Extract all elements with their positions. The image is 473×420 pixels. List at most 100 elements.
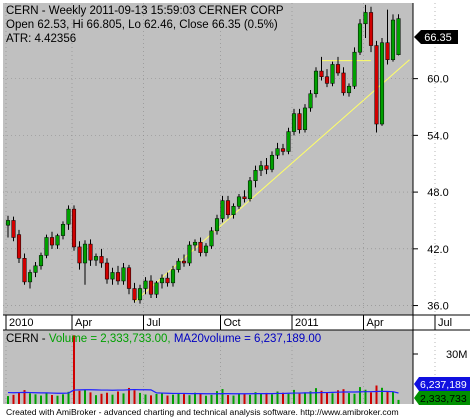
candle-up [269, 154, 275, 170]
volume-bar [370, 392, 372, 404]
candle-up [27, 272, 33, 283]
candle-down [280, 148, 286, 152]
volume-bar [392, 391, 394, 404]
candle-down [242, 196, 247, 199]
candle-down [385, 42, 390, 60]
volume-bar [18, 392, 20, 404]
volume-bar [199, 393, 202, 404]
x-tick-label: Jul [438, 317, 452, 329]
candle-up [209, 230, 214, 247]
volume-grid [5, 330, 436, 404]
volume-bar [150, 395, 152, 404]
candle-up [363, 12, 368, 25]
candle-up [346, 85, 352, 94]
volume-bar [34, 394, 37, 404]
candle-up [357, 23, 363, 53]
footer-credit: Created with AmiBroker - advanced charti… [6, 407, 399, 417]
candle-down [374, 45, 379, 125]
volume-bar [56, 395, 59, 404]
volume-bar [386, 390, 389, 404]
header-line-1: CERN - Weekly 2011-09-13 15:59:03 CERNER… [6, 5, 284, 17]
price-y-tick-label: 60.0 [427, 74, 448, 86]
candle-up [176, 260, 181, 270]
volume-bar [133, 390, 136, 404]
volume-bar [84, 389, 86, 404]
candle-up [390, 19, 396, 60]
volume-bar [29, 393, 31, 404]
volume-bar [89, 392, 92, 404]
volume-bar [183, 394, 185, 404]
volume-bar [397, 399, 400, 404]
ma-value-label: 6,237,189 [420, 379, 467, 391]
volume-bar [282, 392, 284, 404]
volume-bar [331, 393, 334, 404]
candle-up [44, 237, 49, 256]
candle-up [121, 267, 126, 282]
volume-bar [221, 389, 224, 404]
x-tick-label: Apr [75, 317, 92, 329]
candle-up [330, 64, 335, 84]
volume-bar [106, 392, 108, 404]
volume-bar [177, 393, 180, 404]
candle-down [16, 234, 22, 259]
price-y-tick-label: 48.0 [427, 187, 448, 199]
candle-down [88, 243, 93, 261]
volume-bar [342, 389, 345, 404]
x-tick-label: Apr [367, 317, 384, 329]
volume-bar [23, 390, 26, 404]
volume-value-marker: 2,333,733 [414, 391, 470, 405]
volume-bar [155, 393, 158, 404]
volume-bar [205, 395, 207, 404]
volume-bar [67, 391, 70, 404]
candle-down [368, 12, 374, 46]
candle-up [286, 131, 291, 152]
current-price-marker-shape [414, 30, 458, 44]
candle-up [253, 170, 258, 181]
volume-bar [359, 387, 361, 404]
volume-bar [166, 395, 169, 404]
current-price-marker: 66.35 [414, 30, 458, 44]
volume-bar [304, 392, 306, 404]
volume-bar [40, 395, 42, 404]
volume-bar [144, 394, 147, 404]
price-y-axis: 60.0 54.0 48.0 42.0 36.0 [413, 74, 449, 313]
volume-bar [100, 393, 103, 404]
candle-up [258, 165, 264, 171]
volume-bar [172, 394, 174, 404]
candle-down [22, 258, 27, 283]
volume-bar [128, 387, 130, 404]
volume-bar [12, 394, 15, 404]
candle-up [231, 206, 236, 216]
candle-up [308, 93, 313, 109]
candle-down [99, 256, 104, 264]
volume-bar [381, 387, 383, 404]
volume-bar [293, 389, 295, 404]
candle-down [165, 277, 170, 284]
candle-up [66, 208, 71, 225]
candle-down [264, 165, 269, 170]
volume-bar [320, 390, 323, 404]
volume-bar [210, 394, 213, 404]
ma20-volume-line [7, 388, 399, 395]
volume-bar [78, 390, 81, 404]
volume-bar [161, 393, 163, 404]
candle-down [335, 64, 341, 74]
volume-bar [95, 395, 97, 404]
volume-bar [62, 394, 64, 404]
candle-up [154, 282, 159, 295]
volume-bar [271, 394, 273, 404]
volume-bar [227, 395, 229, 404]
candle-up [291, 113, 297, 132]
candle-down [132, 288, 137, 301]
header-line-2: Open 62.53, Hi 66.805, Lo 62.46, Close 6… [6, 19, 278, 31]
candle-up [93, 256, 99, 261]
volume-legend: CERN - Volume = 2,333,733.00, MA20volume… [6, 333, 321, 345]
candle-up [302, 107, 308, 130]
candle-down [297, 113, 302, 130]
candle-up [143, 280, 148, 289]
candle-down [77, 246, 82, 264]
candle-down [11, 220, 16, 238]
volume-y-tick: 30M [446, 349, 467, 361]
candle-up [5, 220, 11, 226]
